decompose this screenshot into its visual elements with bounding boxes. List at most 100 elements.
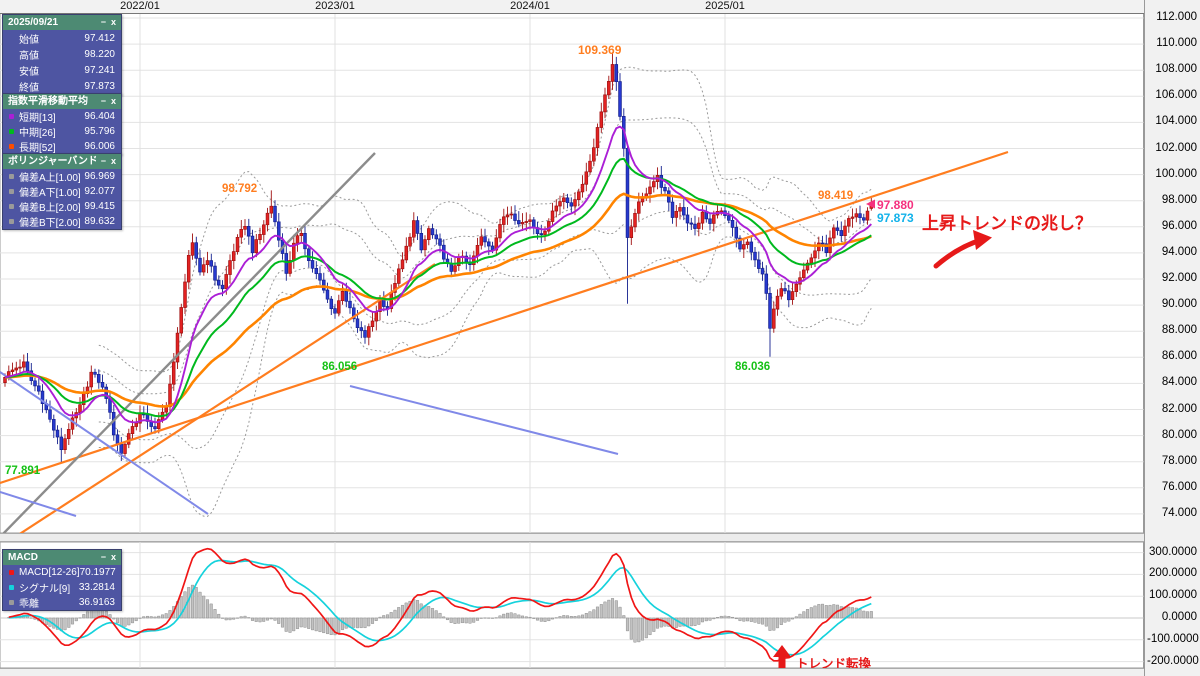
macd-axis-label: 300.0000 bbox=[1149, 545, 1197, 558]
panel-row-value: 97.241 bbox=[84, 64, 115, 76]
x-axis-label: 2023/01 bbox=[315, 0, 355, 12]
panel-row-value: 89.632 bbox=[84, 216, 115, 227]
panel-row: 偏差A下[1.00] 92.077 bbox=[3, 184, 121, 199]
price-axis-label: 74.000 bbox=[1161, 506, 1197, 519]
pane-splitter[interactable] bbox=[0, 533, 1144, 542]
series-color-dot bbox=[9, 189, 14, 194]
orange-support-long[interactable] bbox=[0, 150, 1009, 485]
minimize-button[interactable]: − bbox=[100, 156, 106, 166]
low-77891-label[interactable]: 77.891 bbox=[5, 465, 41, 477]
high-98792-label[interactable]: 98.792 bbox=[222, 183, 257, 195]
x-axis: 2022/01 2023/01 2024/01 2025/01 bbox=[0, 0, 1144, 14]
trend-reversal-arrow-head bbox=[773, 645, 791, 657]
low-86056-label[interactable]: 86.056 bbox=[322, 361, 357, 373]
panel-row-label: 乖離 bbox=[19, 599, 39, 610]
trend-reversal-comment[interactable]: トレンド転換 bbox=[796, 656, 872, 671]
panel-row-label: 長期[52] bbox=[19, 143, 56, 154]
price-axis-label: 84.000 bbox=[1161, 376, 1197, 389]
panel-row-value: 95.796 bbox=[84, 126, 115, 137]
macd-pane-content bbox=[0, 542, 1144, 668]
panel-row-label: 中期[26] bbox=[19, 128, 56, 139]
uptrend-comment[interactable]: 上昇トレンドの兆し？ bbox=[922, 214, 1092, 233]
blue-trendline-short[interactable] bbox=[0, 491, 77, 517]
ask-price-label[interactable]: 97.880 bbox=[877, 198, 914, 212]
price-axis-label: 90.000 bbox=[1161, 298, 1197, 311]
ohlc-panel[interactable]: 2025/09/21 − x 始値 97.412 高値 98.220 安値 97.241 終… bbox=[2, 14, 122, 95]
panel-row: MACD[12-26] 70.1977 bbox=[3, 565, 121, 580]
bollinger-panel[interactable]: ボリンジャーバンド − x 偏差A上[1.00] 96.969 偏差A下[1.00]… bbox=[2, 153, 122, 230]
macd-axis-label: 0.0000 bbox=[1161, 611, 1197, 623]
close-button[interactable]: x bbox=[110, 96, 116, 106]
price-axis-label: 76.000 bbox=[1161, 480, 1197, 493]
price-axis-label: 80.000 bbox=[1161, 428, 1197, 441]
series-color-dot bbox=[9, 585, 14, 590]
panel-row-value: 97.412 bbox=[84, 32, 115, 44]
price-pane[interactable] bbox=[0, 13, 1144, 534]
series-color-dot bbox=[9, 600, 14, 605]
panel-row-label: 終値 bbox=[19, 82, 39, 94]
close-button[interactable]: x bbox=[110, 156, 116, 166]
blue-trendline-steep[interactable] bbox=[0, 371, 209, 515]
panel-row-label: 偏差A上[1.00] bbox=[19, 173, 81, 184]
price-axis-label: 98.000 bbox=[1161, 193, 1197, 206]
ohlc-panel-body: 始値 97.412 高値 98.220 安値 97.241 終値 97.873 bbox=[3, 30, 121, 94]
trend-reversal-arrow[interactable] bbox=[778, 656, 786, 674]
series-color-dot bbox=[9, 204, 14, 209]
panel-row: 安値 97.241 bbox=[3, 62, 121, 78]
price-pane-content bbox=[0, 13, 1144, 537]
price-axis-label: 82.000 bbox=[1161, 402, 1197, 415]
panel-row-value: 33.2814 bbox=[78, 582, 115, 593]
macd-axis-label: 100.0000 bbox=[1149, 589, 1197, 602]
minimize-button[interactable]: − bbox=[100, 17, 106, 27]
price-axis-label: 110.000 bbox=[1156, 37, 1197, 50]
price-axis-label: 86.000 bbox=[1161, 350, 1197, 363]
close-button[interactable]: x bbox=[110, 552, 116, 562]
blue-trendline-low[interactable] bbox=[349, 385, 619, 455]
panel-row: 偏差B下[2.00] 89.632 bbox=[3, 214, 121, 229]
price-axis-label: 100.000 bbox=[1155, 167, 1197, 180]
macd-pane[interactable] bbox=[0, 541, 1144, 669]
panel-row-label: 高値 bbox=[19, 50, 39, 62]
high-109369-label[interactable]: 109.369 bbox=[578, 43, 622, 57]
panel-row-label: シグナル[9] bbox=[19, 584, 71, 595]
panel-row: 短期[13] 96.404 bbox=[3, 109, 121, 124]
panel-row-label: 短期[13] bbox=[19, 113, 56, 124]
panel-row: 始値 97.412 bbox=[3, 30, 121, 46]
x-axis-label: 2025/01 bbox=[705, 0, 745, 12]
panel-row-label: 始値 bbox=[19, 34, 39, 46]
y-axis-rail: 112.000 110.000 108.000 106.000 104.000 102.0… bbox=[1144, 0, 1200, 676]
price-axis-label: 104.000 bbox=[1155, 115, 1197, 128]
x-axis-label: 2024/01 bbox=[510, 0, 550, 12]
close-button[interactable]: x bbox=[110, 17, 116, 27]
macd-panel[interactable]: MACD − x MACD[12-26] 70.1977 シグナル[9] 33.281… bbox=[2, 549, 122, 611]
series-color-dot bbox=[9, 570, 14, 575]
gray-trendline[interactable] bbox=[0, 152, 376, 537]
series-color-dot bbox=[9, 144, 14, 149]
bid-price-label[interactable]: 97.873 bbox=[877, 211, 914, 225]
price-axis-label: 106.000 bbox=[1155, 89, 1197, 102]
panel-row-label: 安値 bbox=[19, 66, 39, 78]
ema-panel[interactable]: 指数平滑移動平均 − x 短期[13] 96.404 中期[26] 95.796 長期[… bbox=[2, 93, 122, 155]
low-86036-label[interactable]: 86.036 bbox=[735, 361, 770, 373]
panel-row-label: MACD[12-26] bbox=[19, 567, 80, 578]
ema-panel-header[interactable]: 指数平滑移動平均 − x bbox=[3, 94, 121, 109]
bollinger-panel-title: ボリンジャーバンド bbox=[8, 156, 96, 167]
trendline-98419-label[interactable]: 98.419 bbox=[818, 190, 853, 202]
panel-row-value: 98.220 bbox=[84, 48, 115, 60]
minimize-button[interactable]: − bbox=[100, 552, 106, 562]
panel-row-label: 偏差B下[2.00] bbox=[19, 218, 81, 229]
bollinger-panel-header[interactable]: ボリンジャーバンド − x bbox=[3, 154, 121, 169]
macd-panel-header[interactable]: MACD − x bbox=[3, 550, 121, 565]
panel-row-value: 70.1977 bbox=[79, 567, 116, 578]
ohlc-panel-header[interactable]: 2025/09/21 − x bbox=[3, 15, 121, 30]
price-axis-label: 96.000 bbox=[1161, 219, 1197, 232]
x-axis-label: 2022/01 bbox=[120, 0, 160, 12]
last-price-marker bbox=[866, 199, 875, 209]
orange-support-steep[interactable] bbox=[15, 263, 436, 537]
series-color-dot bbox=[9, 174, 14, 179]
panel-row: シグナル[9] 33.2814 bbox=[3, 580, 121, 595]
minimize-button[interactable]: − bbox=[100, 96, 106, 106]
